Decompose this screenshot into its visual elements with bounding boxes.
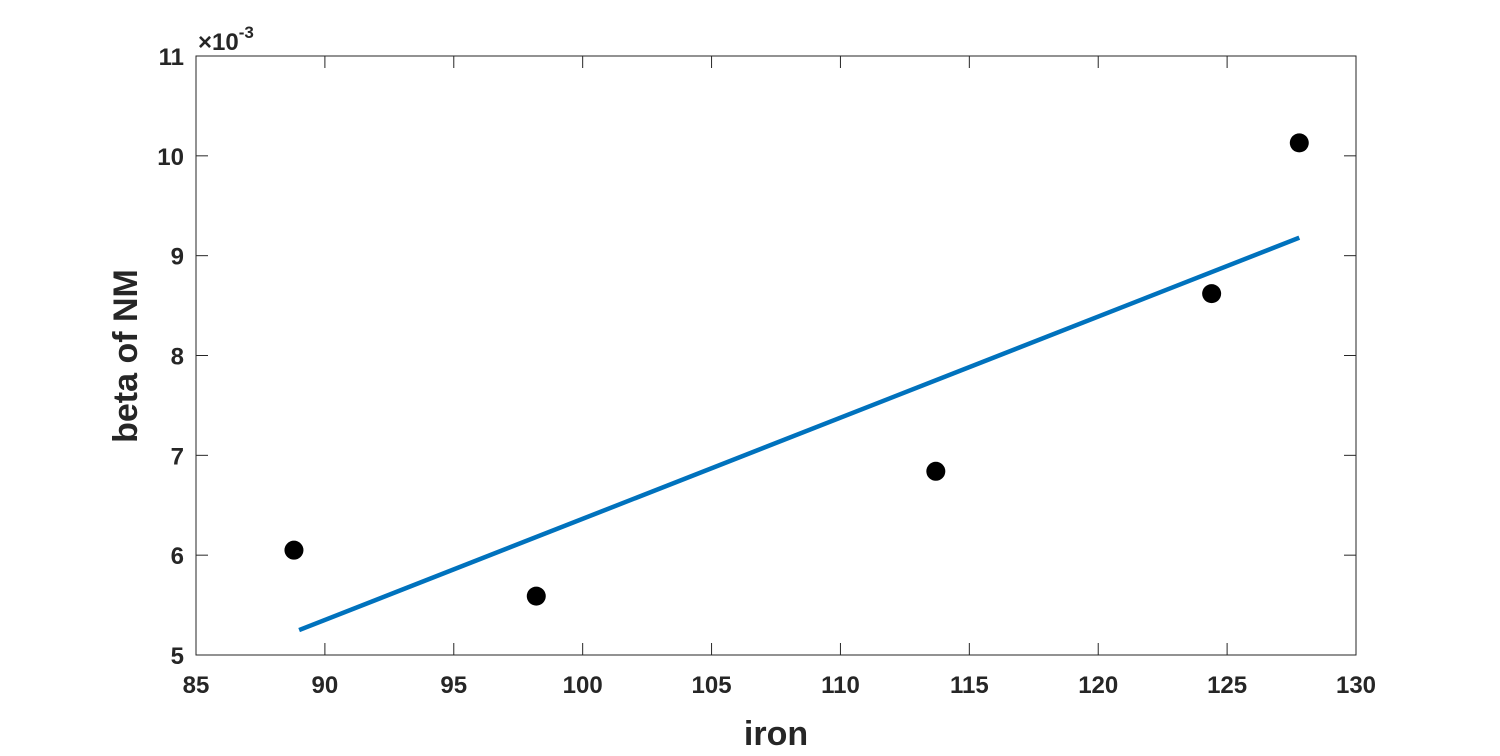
data-point [284,540,304,560]
y-tick-label: 9 [171,244,184,271]
x-tick-label: 100 [563,672,603,699]
y-axis-exponent-power: -3 [239,23,254,42]
x-tick-label: 120 [1078,672,1118,699]
data-point [526,586,546,606]
y-tick-label: 11 [159,44,184,71]
data-points [284,133,1309,606]
x-tick-label: 85 [183,672,210,699]
data-point [1289,133,1309,153]
x-axis-title: iron [744,715,808,753]
y-axis-exponent: ×10-3 [198,23,254,56]
y-axis-title: beta of NM [107,269,145,443]
x-tick-label: 110 [821,672,860,699]
y-tick-label: 6 [171,543,184,570]
x-tick-label: 125 [1207,672,1247,699]
y-axis-exponent-base: ×10 [198,29,239,56]
y-tick-label: 10 [157,144,184,171]
x-tick-label: 115 [950,672,989,699]
x-tick-label: 105 [692,672,732,699]
data-point [1202,284,1222,304]
data-point [926,461,946,481]
y-tick-label: 5 [171,643,184,670]
y-tick-label: 7 [171,443,184,470]
x-axis-ticks: 85 90 95 100 105 110 115 120 125 130 [183,56,1376,699]
x-tick-label: 90 [312,672,339,699]
y-axis-ticks: 5 6 7 8 9 10 11 [157,44,1356,670]
x-tick-label: 95 [440,672,467,699]
fit-line [298,235,1301,633]
y-tick-label: 8 [171,344,184,371]
plot-area [195,55,1357,656]
fit-line-group [298,235,1301,633]
x-tick-label: 130 [1336,672,1376,699]
